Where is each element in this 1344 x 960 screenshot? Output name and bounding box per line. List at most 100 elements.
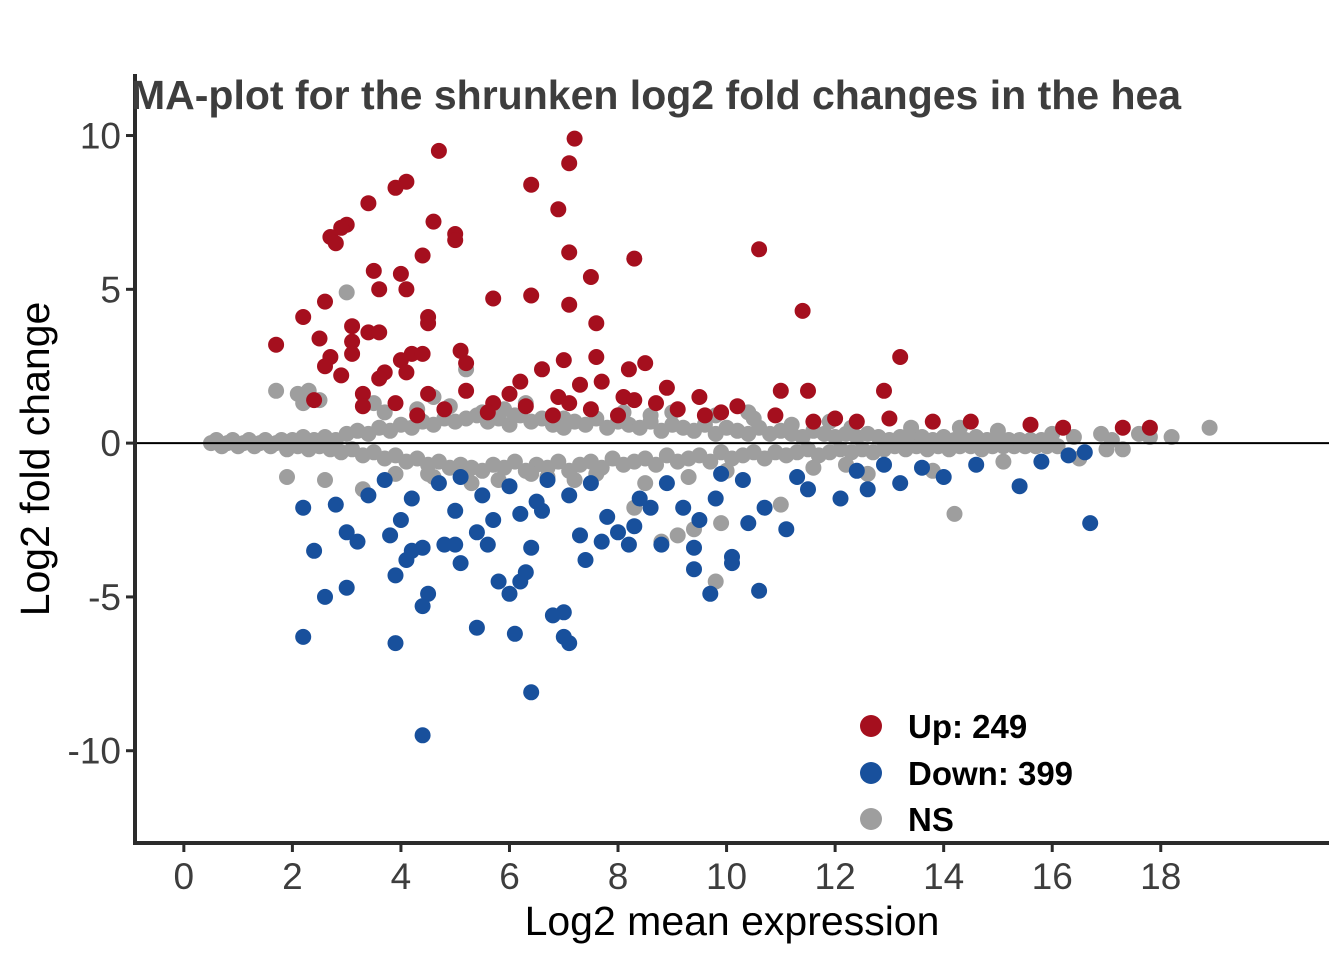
point-down-60 [403, 490, 420, 507]
point-up-64 [354, 385, 371, 402]
point-ns-218 [637, 475, 654, 492]
x-tick-label: 0 [174, 856, 195, 897]
point-down-70 [935, 469, 952, 485]
point-up-99 [409, 407, 426, 424]
point-up-67 [501, 385, 518, 402]
point-up-48 [892, 349, 909, 365]
x-tick-label: 4 [391, 856, 412, 897]
point-up-95 [1141, 419, 1158, 436]
point-down-21 [686, 561, 702, 578]
point-ns-219 [680, 469, 697, 485]
point-down-5 [555, 628, 572, 645]
point-ns-26 [1065, 429, 1082, 445]
point-down-49 [295, 499, 312, 516]
point-up-63 [876, 382, 892, 399]
point-down-72 [1082, 515, 1099, 532]
legend-ns-label: NS [908, 801, 954, 838]
y-tick-label: -10 [68, 731, 121, 772]
point-up-21 [582, 269, 599, 285]
point-up-32 [588, 315, 605, 332]
point-down-42 [572, 527, 588, 544]
point-up-37 [344, 333, 361, 350]
point-down-75 [430, 475, 447, 492]
point-ns-44 [946, 505, 963, 522]
point-down-45 [691, 512, 708, 528]
point-ns-131 [642, 413, 659, 430]
point-up-14 [327, 235, 344, 252]
point-down-2 [295, 628, 312, 645]
point-down-26 [452, 555, 469, 572]
point-down-81 [848, 462, 865, 479]
point-up-1 [561, 155, 578, 172]
point-down-69 [892, 475, 909, 492]
point-ns-142 [702, 453, 719, 470]
point-up-90 [924, 413, 941, 430]
point-down-54 [512, 505, 529, 522]
point-down-17 [490, 573, 507, 590]
point-up-2 [430, 142, 447, 159]
point-down-36 [593, 533, 610, 550]
point-down-20 [517, 564, 534, 581]
point-up-77 [729, 398, 746, 415]
point-up-46 [555, 352, 572, 369]
point-up-96 [805, 413, 822, 430]
x-tick-label: 18 [1140, 856, 1181, 897]
point-ns-41 [713, 515, 730, 532]
point-down-77 [582, 475, 599, 492]
point-down-47 [756, 499, 773, 516]
legend-down-swatch [860, 762, 882, 784]
point-up-6 [550, 201, 567, 218]
point-ns-221 [805, 459, 822, 476]
point-ns-49 [1098, 441, 1115, 458]
point-down-50 [327, 496, 344, 513]
point-ns-42 [707, 573, 724, 590]
x-tick-label: 2 [282, 856, 303, 897]
point-up-93 [1055, 419, 1072, 436]
point-down-58 [675, 499, 692, 516]
point-down-33 [447, 536, 464, 553]
y-tick-label: -5 [88, 577, 121, 618]
point-down-31 [349, 533, 366, 550]
point-up-24 [485, 290, 502, 307]
point-down-41 [468, 524, 485, 541]
point-down-44 [626, 518, 643, 535]
point-ns-43 [772, 496, 789, 513]
point-down-15 [751, 582, 768, 599]
x-tick-label: 12 [815, 856, 856, 897]
legend-up-label: Up: 249 [908, 708, 1027, 745]
point-down-62 [528, 493, 545, 510]
point-down-16 [338, 579, 355, 596]
point-up-25 [523, 287, 540, 304]
y-tick-label: 5 [100, 269, 121, 310]
point-down-59 [360, 487, 377, 504]
point-down-88 [713, 465, 730, 482]
point-down-76 [501, 478, 518, 495]
point-up-61 [772, 382, 789, 399]
point-down-3 [387, 635, 404, 652]
point-down-43 [610, 524, 626, 541]
point-up-59 [593, 373, 610, 390]
point-down-23 [724, 548, 740, 565]
legend-up-swatch [860, 715, 882, 737]
y-tick-label: 10 [80, 116, 121, 157]
y-axis-ticks: 10 5 0 -5 -10 [68, 116, 135, 772]
point-up-80 [517, 398, 534, 415]
point-ns-106 [506, 453, 523, 470]
point-down-19 [387, 567, 404, 584]
point-up-49 [317, 358, 333, 375]
point-down-7 [506, 625, 523, 642]
point-up-38 [268, 336, 285, 353]
point-up-22 [371, 281, 388, 298]
point-down-84 [1033, 453, 1050, 470]
point-down-79 [734, 472, 751, 488]
point-down-27 [577, 552, 594, 568]
x-tick-label: 16 [1032, 856, 1073, 897]
point-down-66 [800, 481, 816, 498]
point-down-61 [474, 487, 491, 504]
point-up-13 [447, 232, 464, 249]
point-up-15 [561, 244, 578, 261]
point-down-11 [317, 588, 333, 605]
x-tick-label: 6 [499, 856, 520, 897]
point-up-17 [414, 247, 431, 264]
